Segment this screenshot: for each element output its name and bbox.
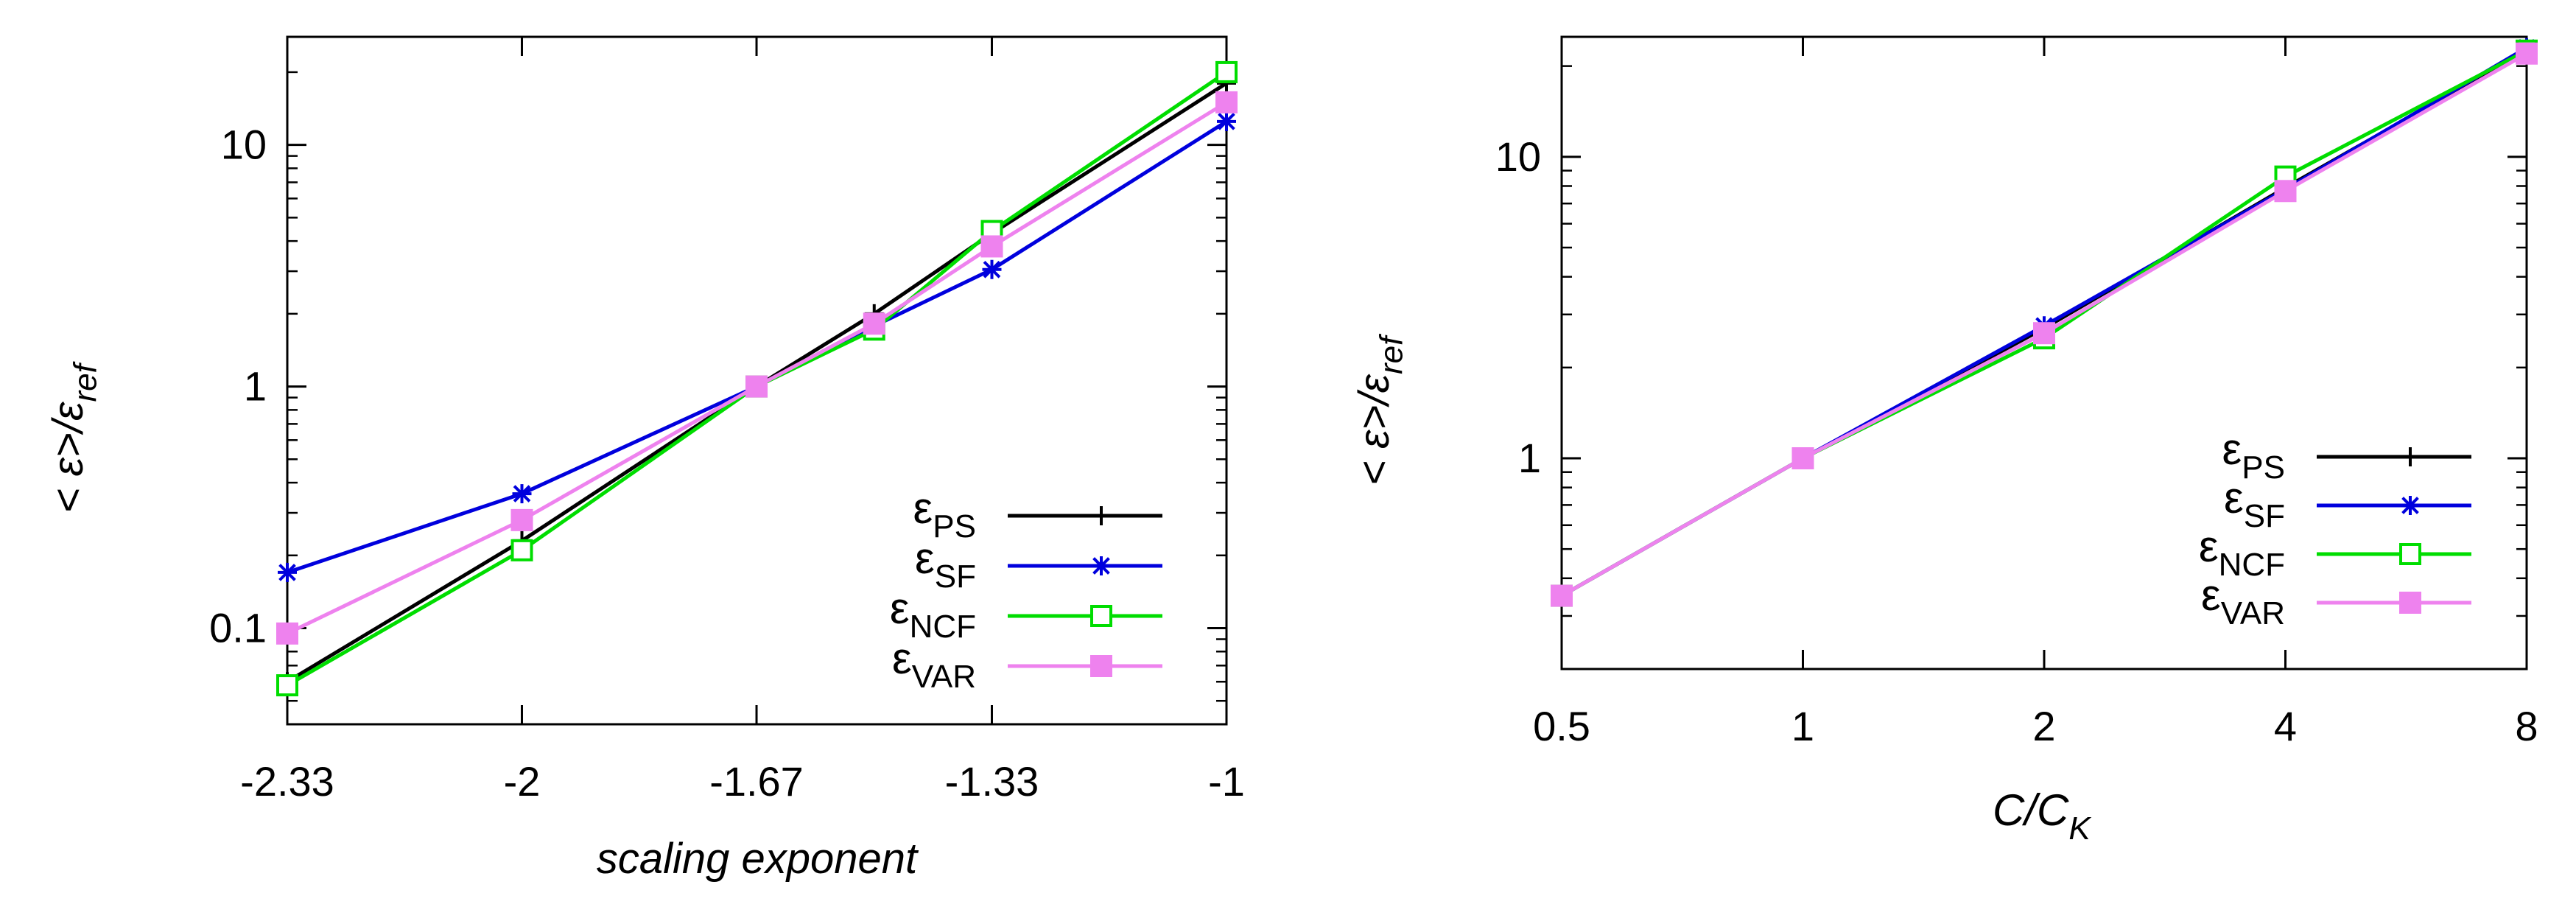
x-axis-title-subscript: K (2068, 810, 2091, 847)
legend-label-ps-base: ε (2222, 424, 2242, 474)
legend-marker-sf (2401, 496, 2420, 515)
legend-label-ps-subscript: PS (2242, 449, 2285, 486)
legend-label-ncf-subscript: NCF (2219, 547, 2285, 583)
x-tick-label: -2.33 (240, 758, 334, 805)
data-point-sf (512, 484, 532, 504)
y-tick-label: 1 (244, 363, 267, 410)
legend-label-ncf: εNCF (2199, 522, 2285, 583)
data-point-var (2274, 180, 2297, 203)
legend-label-var: εVAR (892, 634, 976, 695)
legend-label-sf: εSF (2224, 473, 2285, 534)
data-point-var (510, 508, 533, 531)
legend-label-var-subscript: VAR (2221, 595, 2285, 631)
data-point-var (2033, 322, 2055, 345)
y-tick-label: 1 (1518, 435, 1541, 481)
series-line-ncf (286, 70, 1228, 687)
legend-label-sf-subscript: SF (2244, 498, 2285, 534)
data-point-var (980, 235, 1003, 258)
y-tick-label: 10 (221, 122, 267, 168)
legend-label-var-base: ε (892, 634, 912, 683)
data-point-var (1551, 584, 1573, 607)
y-axis-title-base: < ε>/ε (1350, 374, 1398, 486)
legend-label-var: εVAR (2201, 570, 2285, 631)
y-axis-title-subscript: ref (68, 360, 104, 402)
legend-label-sf: εSF (915, 533, 976, 595)
legend-marker-sf (1092, 556, 1111, 575)
x-axis-title: C/CK (1993, 785, 2091, 847)
legend-marker-ps (2401, 447, 2420, 466)
x-tick-label: 4 (2274, 703, 2297, 749)
x-tick-label: 0.5 (1533, 703, 1590, 749)
legend-label-ps-subscript: PS (933, 508, 976, 544)
legend-marker-var (1090, 655, 1112, 677)
legend-label-sf-base: ε (2224, 473, 2244, 522)
x-tick-label: -1.67 (709, 758, 804, 805)
data-point-var (1791, 447, 1814, 469)
y-axis-title: < ε>/εref (44, 360, 104, 513)
legend-marker-var (2399, 592, 2421, 614)
y-minor-ticks (1562, 65, 2527, 670)
chart-left-scaling-exponent: 0.1 1 10 -2.33 -2 -1.67 -1.33 -1 scaling exponen… (44, 35, 1245, 883)
x-axis-title-base: C/C (1993, 785, 2069, 835)
legend-marker-ncf (1090, 605, 1112, 627)
series-var (276, 91, 1238, 645)
series-line-var (286, 100, 1228, 636)
series-var (1551, 42, 2538, 607)
legend-label-ncf: εNCF (890, 584, 976, 645)
y-axis-title-base: < ε>/ε (44, 401, 92, 513)
data-point-var (276, 622, 298, 645)
x-tick-label: 2 (2032, 703, 2055, 749)
legend-marker-ncf (2399, 543, 2421, 565)
y-axis-title: < ε>/εref (1350, 333, 1410, 486)
data-point-var (863, 312, 885, 335)
y-tick-label: 10 (1495, 133, 1541, 180)
data-point-ncf (1215, 60, 1238, 83)
x-tick-label: 8 (2515, 703, 2538, 749)
legend-label-ps: εPS (913, 483, 976, 544)
legend-label-var-subscript: VAR (912, 659, 976, 695)
x-tick-label: -2 (504, 758, 541, 805)
x-tick-label: 1 (1791, 703, 1814, 749)
data-point-ncf (276, 674, 298, 697)
legend-label-ncf-subscript: NCF (910, 609, 976, 645)
data-point-ncf (510, 539, 533, 561)
x-axis-title: scaling exponent (597, 835, 919, 883)
data-point-var (2516, 42, 2538, 65)
data-point-sf (278, 562, 297, 582)
legend-label-var-base: ε (2201, 570, 2221, 620)
legend-label-ps-base: ε (913, 483, 933, 533)
legend-label-ncf-base: ε (2199, 522, 2219, 571)
legend-label-ps: εPS (2222, 424, 2285, 486)
series-line-ps (286, 81, 1228, 684)
data-point-sf (1217, 111, 1236, 131)
legend-label-sf-base: ε (915, 533, 935, 583)
y-tick-label: 0.1 (209, 605, 267, 651)
data-point-var (745, 375, 768, 398)
legend-marker-ps (1092, 506, 1111, 525)
data-point-var (1215, 91, 1238, 113)
legend-label-sf-subscript: SF (935, 558, 976, 595)
x-tick-label: -1 (1208, 758, 1245, 805)
x-tick-label: -1.33 (945, 758, 1039, 805)
y-axis-title-subscript: ref (1374, 333, 1410, 374)
legend-label-ncf-base: ε (890, 584, 910, 633)
data-point-sf (982, 259, 1002, 279)
